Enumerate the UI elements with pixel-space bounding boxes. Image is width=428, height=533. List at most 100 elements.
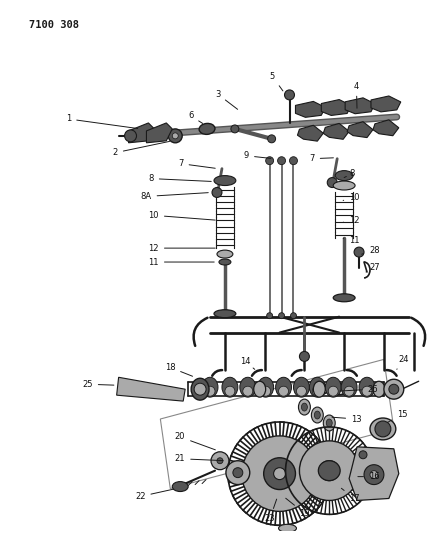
Ellipse shape <box>318 461 340 481</box>
Circle shape <box>261 386 270 396</box>
Text: 2: 2 <box>113 141 169 157</box>
Circle shape <box>384 379 404 399</box>
Circle shape <box>389 384 399 394</box>
Circle shape <box>211 452 229 470</box>
Circle shape <box>279 313 285 319</box>
Text: 7: 7 <box>178 159 215 168</box>
Ellipse shape <box>294 377 309 397</box>
Text: 27: 27 <box>366 263 380 272</box>
Circle shape <box>212 188 222 197</box>
Ellipse shape <box>335 171 353 181</box>
Circle shape <box>375 421 391 437</box>
Ellipse shape <box>214 310 236 318</box>
Ellipse shape <box>240 377 256 397</box>
Text: 13: 13 <box>332 415 362 424</box>
Circle shape <box>243 386 253 396</box>
Ellipse shape <box>323 415 335 431</box>
Text: 18: 18 <box>165 363 193 376</box>
Circle shape <box>354 247 364 257</box>
Polygon shape <box>297 125 323 141</box>
Text: 21: 21 <box>175 454 223 463</box>
Circle shape <box>125 130 137 142</box>
Circle shape <box>364 465 384 484</box>
Ellipse shape <box>309 377 325 397</box>
Ellipse shape <box>172 482 188 491</box>
Polygon shape <box>349 447 399 500</box>
Ellipse shape <box>313 381 325 397</box>
Circle shape <box>226 461 250 484</box>
Text: 23: 23 <box>265 499 276 523</box>
Circle shape <box>267 313 273 319</box>
Polygon shape <box>295 101 325 117</box>
Text: 5: 5 <box>270 72 283 91</box>
Circle shape <box>325 467 333 475</box>
Text: 10: 10 <box>149 211 215 220</box>
Circle shape <box>225 386 235 396</box>
Circle shape <box>217 458 223 464</box>
Ellipse shape <box>373 381 385 397</box>
Circle shape <box>370 471 378 479</box>
Ellipse shape <box>314 411 320 419</box>
Text: 19: 19 <box>286 498 310 518</box>
Ellipse shape <box>311 407 323 423</box>
Circle shape <box>327 177 337 188</box>
Circle shape <box>233 467 243 478</box>
Circle shape <box>168 129 182 143</box>
Circle shape <box>279 386 288 396</box>
Text: 26: 26 <box>340 385 377 394</box>
Polygon shape <box>347 122 373 138</box>
Ellipse shape <box>326 419 332 427</box>
Polygon shape <box>323 124 349 139</box>
Ellipse shape <box>202 377 218 397</box>
Ellipse shape <box>333 294 355 302</box>
Circle shape <box>291 313 297 319</box>
Ellipse shape <box>341 377 357 397</box>
Ellipse shape <box>217 250 233 258</box>
Text: 28: 28 <box>362 246 380 255</box>
Polygon shape <box>117 377 185 401</box>
Ellipse shape <box>298 399 310 415</box>
Text: 11: 11 <box>343 236 360 245</box>
Ellipse shape <box>199 124 215 134</box>
Circle shape <box>172 133 178 139</box>
Circle shape <box>278 157 285 165</box>
Text: 3: 3 <box>215 90 238 109</box>
Text: 12: 12 <box>343 216 360 225</box>
Circle shape <box>285 90 294 100</box>
Circle shape <box>194 383 206 395</box>
Polygon shape <box>146 123 172 143</box>
Text: 6: 6 <box>188 111 203 124</box>
Circle shape <box>359 451 367 459</box>
Ellipse shape <box>301 403 307 411</box>
Ellipse shape <box>194 381 206 397</box>
Ellipse shape <box>258 377 273 397</box>
Ellipse shape <box>276 377 291 397</box>
Text: 4: 4 <box>354 82 359 108</box>
Circle shape <box>300 441 359 500</box>
Circle shape <box>312 386 322 396</box>
Ellipse shape <box>219 259 231 265</box>
Ellipse shape <box>370 418 396 440</box>
Ellipse shape <box>222 377 238 397</box>
Ellipse shape <box>359 377 375 397</box>
Ellipse shape <box>279 524 297 532</box>
Text: 24: 24 <box>397 355 409 369</box>
Ellipse shape <box>310 384 328 394</box>
Circle shape <box>328 386 338 396</box>
Circle shape <box>242 436 317 511</box>
Text: 10: 10 <box>343 193 360 202</box>
Text: 8A: 8A <box>140 192 208 201</box>
Ellipse shape <box>214 175 236 185</box>
Circle shape <box>344 386 354 396</box>
Text: 22: 22 <box>135 489 173 501</box>
Circle shape <box>362 386 372 396</box>
Polygon shape <box>373 120 399 136</box>
Text: 14: 14 <box>240 357 255 369</box>
Circle shape <box>264 458 295 489</box>
Ellipse shape <box>191 378 209 400</box>
Text: 16: 16 <box>358 472 380 481</box>
Text: 17: 17 <box>342 488 360 503</box>
Ellipse shape <box>254 381 266 397</box>
Polygon shape <box>345 98 375 114</box>
Text: 25: 25 <box>82 379 114 389</box>
